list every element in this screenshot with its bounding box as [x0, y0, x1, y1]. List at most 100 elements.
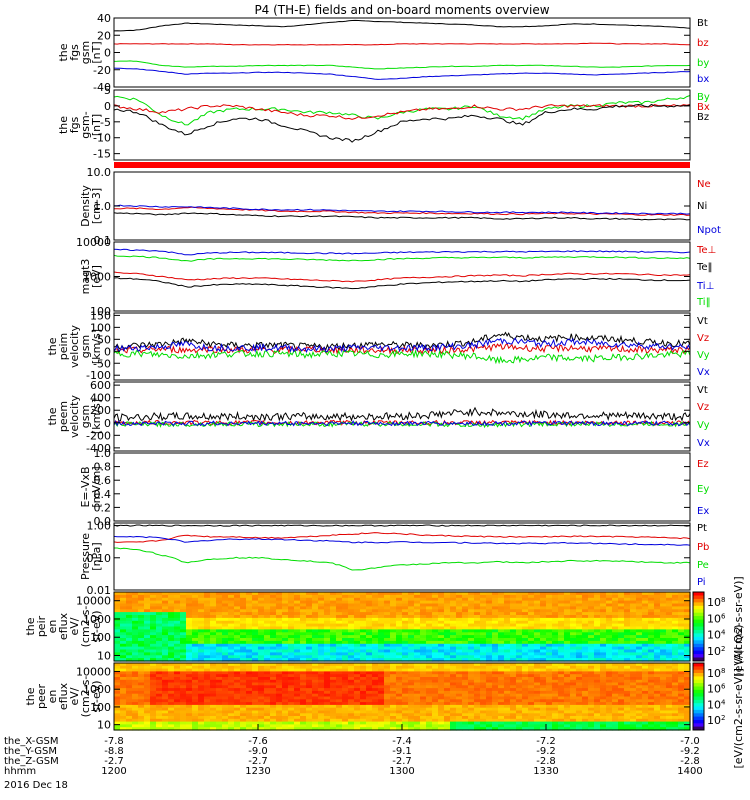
spectrogram-cell [330, 671, 337, 675]
spectrogram-cell [258, 617, 265, 622]
spectrogram-cell [492, 652, 499, 656]
spectrogram-cell [180, 713, 187, 717]
spectrogram-cell [264, 600, 271, 605]
spectrogram-cell [216, 679, 223, 684]
spectrogram-cell [192, 663, 199, 667]
spectrogram-cell [426, 632, 433, 636]
spectrogram-cell [456, 677, 463, 681]
spectrogram-cell [150, 615, 157, 619]
spectrogram-cell [354, 612, 361, 616]
spectrogram-cell [480, 635, 487, 639]
spectrogram-cell [456, 603, 463, 607]
spectrogram-cell [114, 668, 121, 672]
spectrogram-cell [438, 620, 445, 625]
spectrogram-cell [246, 655, 253, 659]
spectrogram-cell [510, 677, 517, 681]
spectrogram-cell [174, 677, 181, 681]
legend-entry: Pe [697, 560, 709, 571]
spectrogram-cell [546, 655, 553, 659]
spectrogram-cell [324, 606, 331, 610]
spectrogram-cell [336, 652, 343, 656]
spectrogram-cell [402, 632, 409, 636]
spectrogram-cell [684, 606, 691, 610]
x-axis-value: 1400 [677, 766, 702, 777]
spectrogram-cell [558, 623, 565, 628]
spectrogram-cell [366, 603, 373, 607]
spectrogram-cell [360, 655, 367, 659]
spectrogram-cell [300, 688, 307, 692]
spectrogram-cell [468, 638, 475, 642]
spectrogram-cell [132, 713, 139, 717]
spectrogram-cell [588, 690, 595, 695]
spectrogram-cell [564, 727, 571, 731]
spectrogram-cell [312, 643, 319, 648]
spectrogram-cell [660, 718, 667, 723]
spectrogram-cell [354, 677, 361, 681]
spectrogram-cell [414, 727, 421, 731]
spectrogram-cell [516, 663, 523, 667]
spectrogram-cell [192, 682, 199, 686]
spectrogram-cell [330, 679, 337, 684]
y-tick-label: 0.8 [94, 461, 112, 474]
series-line-Bz [113, 103, 691, 143]
spectrogram-cell [426, 594, 433, 599]
spectrogram-cell [144, 606, 151, 610]
spectrogram-cell [576, 699, 583, 703]
spectrogram-cell [156, 665, 163, 670]
spectrogram-cell [162, 592, 169, 596]
x-axis-value: -9.2 [536, 746, 556, 757]
spectrogram-cell [678, 632, 685, 636]
spectrogram-cell [204, 623, 211, 628]
spectrogram-cell [180, 702, 187, 706]
spectrogram-cell [144, 693, 151, 698]
spectrogram-cell [402, 623, 409, 628]
spectrogram-cell [114, 655, 121, 659]
spectrogram-cell [402, 724, 409, 728]
spectrogram-cell [168, 652, 175, 656]
spectrogram-cell [216, 632, 223, 636]
spectrogram-cell [582, 615, 589, 619]
spectrogram-cell [588, 707, 595, 712]
spectrogram-cell [234, 727, 241, 731]
spectrogram-cell [534, 629, 541, 633]
spectrogram-cell [630, 652, 637, 656]
spectrogram-cell [522, 665, 529, 670]
spectrogram-cell [522, 623, 529, 628]
spectrogram-cell [582, 716, 589, 720]
spectrogram-cell [462, 652, 469, 656]
spectrogram-cell [348, 727, 355, 731]
spectrogram-cell [396, 592, 403, 596]
spectrogram-cell [456, 606, 463, 610]
spectrogram-cell [174, 702, 181, 706]
spectrogram-cell [378, 707, 385, 712]
spectrogram-cell [270, 617, 277, 622]
spectrogram-cell [594, 594, 601, 599]
spectrogram-cell [408, 685, 415, 689]
spectrogram-cell [300, 640, 307, 645]
spectrogram-cell [168, 606, 175, 610]
x-axis-value: -7.6 [248, 736, 268, 747]
spectrogram-cell [606, 632, 613, 636]
spectrogram-cell [336, 629, 343, 633]
spectrogram-cell [642, 696, 649, 700]
spectrogram-cell [570, 626, 577, 630]
spectrogram-cell [342, 606, 349, 610]
spectrogram-cell [240, 721, 247, 725]
series-line-bx [113, 67, 691, 80]
spectrogram-cell [168, 603, 175, 607]
spectrogram-cell [678, 603, 685, 607]
spectrogram-cell [378, 716, 385, 720]
spectrogram-cell [624, 674, 631, 678]
spectrogram-cell [138, 693, 145, 698]
spectrogram-cell [180, 623, 187, 628]
spectrogram-cell [648, 603, 655, 607]
spectrogram-cell [282, 658, 289, 662]
spectrogram-cell [408, 716, 415, 720]
spectrogram-cell [678, 679, 685, 684]
spectrogram-cell [270, 606, 277, 610]
spectrogram-cell [636, 702, 643, 706]
spectrogram-cell [564, 699, 571, 703]
spectrogram-cell [264, 632, 271, 636]
spectrogram-cell [510, 713, 517, 717]
spectrogram-cell [138, 707, 145, 712]
